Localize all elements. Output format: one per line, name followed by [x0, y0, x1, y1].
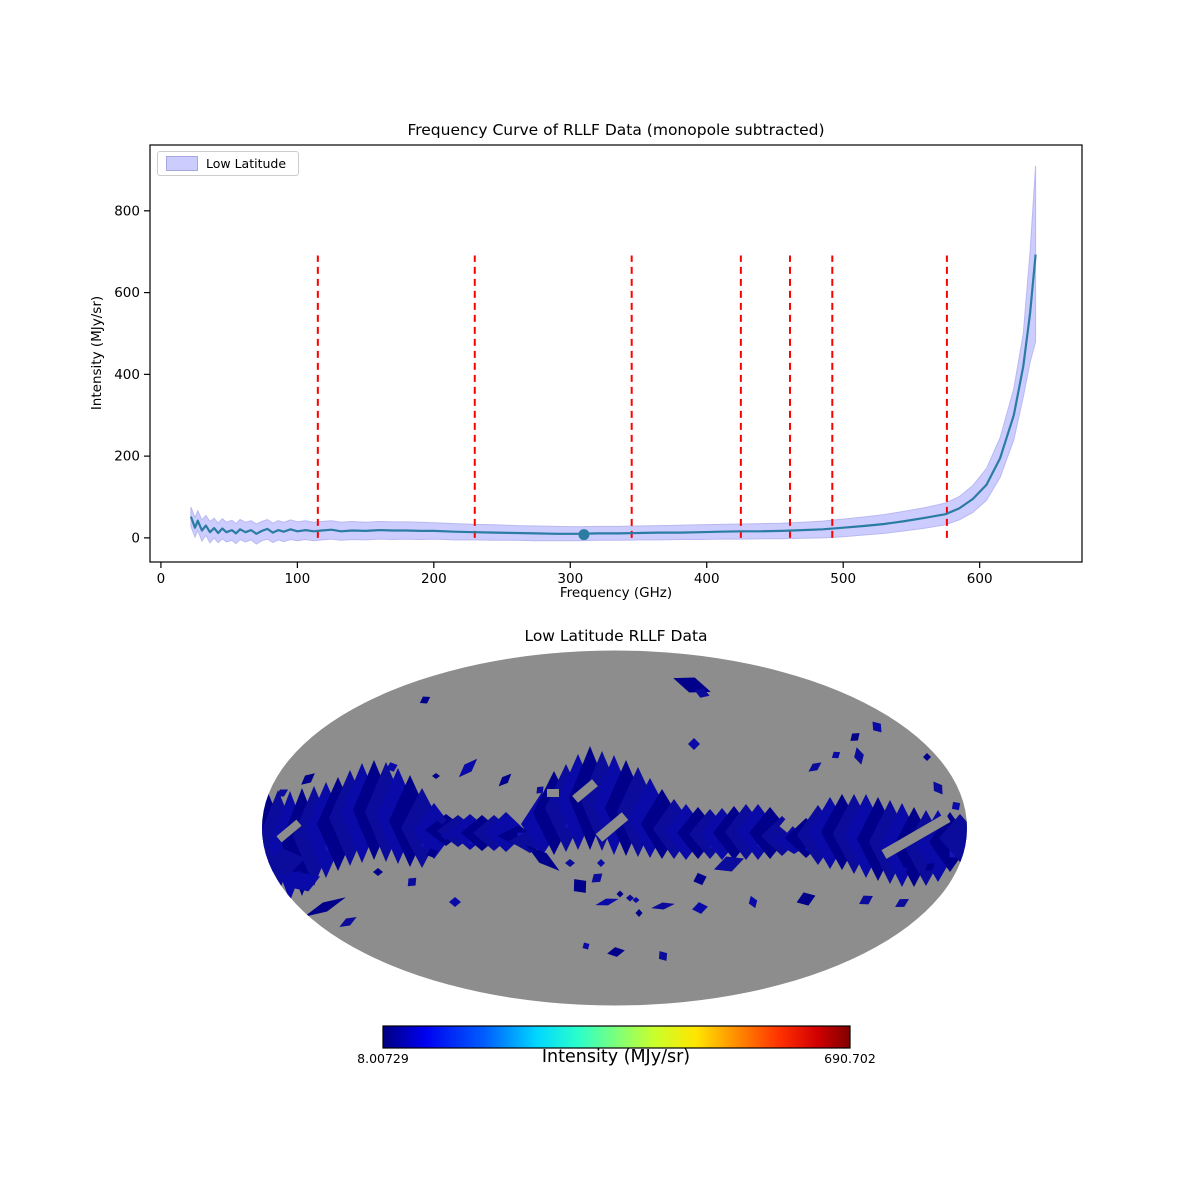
map-pixel-patch	[304, 897, 346, 917]
map-pixel-patch	[896, 867, 908, 877]
y-tick-label: 600	[114, 285, 140, 301]
map-pixel-patch	[275, 789, 289, 797]
mean-intensity-line	[189, 254, 1037, 535]
map-pixel-patch	[632, 897, 640, 903]
map-pixel-patch	[673, 677, 711, 693]
map-pixel-patch	[289, 872, 321, 892]
map-pixel-patch	[694, 688, 710, 698]
map-pixel-patch	[301, 773, 315, 785]
map-pixel-patch	[808, 762, 822, 772]
map-pixel-patch	[373, 868, 383, 876]
colorbar-min-label: 8.00729	[357, 1051, 409, 1066]
x-tick-label: 0	[157, 571, 166, 587]
map-pixel-patch	[854, 747, 864, 765]
map-pixel-patch	[658, 951, 668, 961]
map-title: Low Latitude RLLF Data	[524, 627, 708, 645]
y-tick-label: 400	[114, 367, 140, 383]
y-tick-label: 0	[131, 530, 140, 546]
map-pixel-patch	[291, 871, 301, 881]
map-gap	[547, 789, 559, 797]
map-pixel-patch	[692, 902, 708, 914]
map-pixel-patch	[925, 863, 935, 871]
map-pixel-patch	[748, 895, 758, 909]
tick-labels: 0 100 200 300 400 500 600 0 200 400 600 800	[114, 203, 992, 587]
map-pixel-patch	[688, 738, 700, 750]
frequency-curve-plot: 0 100 200 300 400 500 600 0 200 400 600 800	[114, 144, 1083, 587]
map-pixel-patch	[591, 873, 603, 883]
map-gap	[779, 803, 807, 833]
map-pixel-patch	[616, 890, 624, 898]
legend-patch-icon	[166, 156, 198, 171]
map-pixel-patch	[264, 848, 306, 876]
map-pixel-patch	[597, 859, 605, 867]
x-tick-label: 300	[557, 571, 583, 587]
map-pixel-patch	[582, 942, 590, 950]
map-gap	[572, 779, 598, 803]
vlines-group	[316, 255, 948, 538]
map-pixel-patch	[923, 753, 931, 761]
map-pixel-patch	[526, 845, 560, 871]
map-pixel-patch	[498, 773, 512, 787]
map-pixel-patch	[426, 848, 438, 858]
map-pixel-patch	[939, 814, 967, 862]
colorbar-gradient	[382, 1025, 851, 1049]
map-pixel-patch	[626, 894, 634, 902]
x-tick-label: 200	[421, 571, 447, 587]
map-pixel-patch	[449, 897, 461, 907]
map-pixel-patch	[536, 786, 544, 794]
confidence-band	[190, 165, 1037, 545]
colorbar-max-label: 690.702	[824, 1051, 876, 1066]
map-pixel-patch	[859, 895, 873, 905]
map-pixel-patch	[595, 898, 619, 906]
y-tick-label: 800	[114, 203, 140, 219]
map-pixel-patch	[850, 733, 860, 741]
axes-frame	[149, 144, 1083, 563]
top-chart-xlabel: Frequency (GHz)	[559, 585, 673, 601]
map-pixel-patch	[713, 856, 745, 872]
map-pixel-patch	[831, 751, 841, 759]
top-chart-ylabel: Intensity (MJy/sr)	[89, 295, 105, 411]
map-pixel-patch	[635, 909, 643, 917]
map-pixel-patch	[339, 917, 357, 927]
map-pixel-patch	[895, 899, 909, 907]
map-pixel-patch	[573, 879, 587, 893]
map-gap	[881, 813, 951, 859]
map-pixel-patch	[933, 781, 943, 795]
top-chart-title: Frequency Curve of RLLF Data (monopole s…	[407, 121, 825, 139]
selected-frequency-point	[578, 529, 590, 541]
map-pixel-patch	[437, 815, 447, 825]
colorbar-title: Intensity (MJy/sr)	[541, 1047, 691, 1067]
map-gap	[595, 812, 629, 842]
map-pixel-patch	[693, 872, 707, 886]
map-pixel-patch	[386, 762, 398, 772]
masked-region-patches	[262, 677, 967, 961]
map-pixel-patch	[419, 696, 431, 704]
map-pixel-patch	[565, 859, 575, 867]
x-tick-label: 100	[284, 571, 310, 587]
x-tick-label: 500	[830, 571, 856, 587]
map-pixel-patch	[441, 832, 451, 840]
map-pixel-patch	[407, 877, 417, 887]
map-pixel-patch	[796, 892, 816, 906]
y-tick-label: 200	[114, 449, 140, 465]
map-pixel-patch	[651, 902, 675, 910]
map-pixel-patch	[432, 773, 440, 779]
legend: Low Latitude	[157, 151, 300, 176]
x-tick-label: 600	[967, 571, 993, 587]
legend-label: Low Latitude	[206, 156, 287, 171]
map-pixel-patch	[607, 947, 625, 957]
map-gap	[276, 819, 302, 843]
map-pixel-patch	[872, 721, 882, 733]
map-pixel-patch	[458, 758, 478, 778]
map-pixel-patch	[951, 801, 961, 811]
mollweide-map	[262, 650, 967, 1006]
x-tick-label: 400	[694, 571, 720, 587]
